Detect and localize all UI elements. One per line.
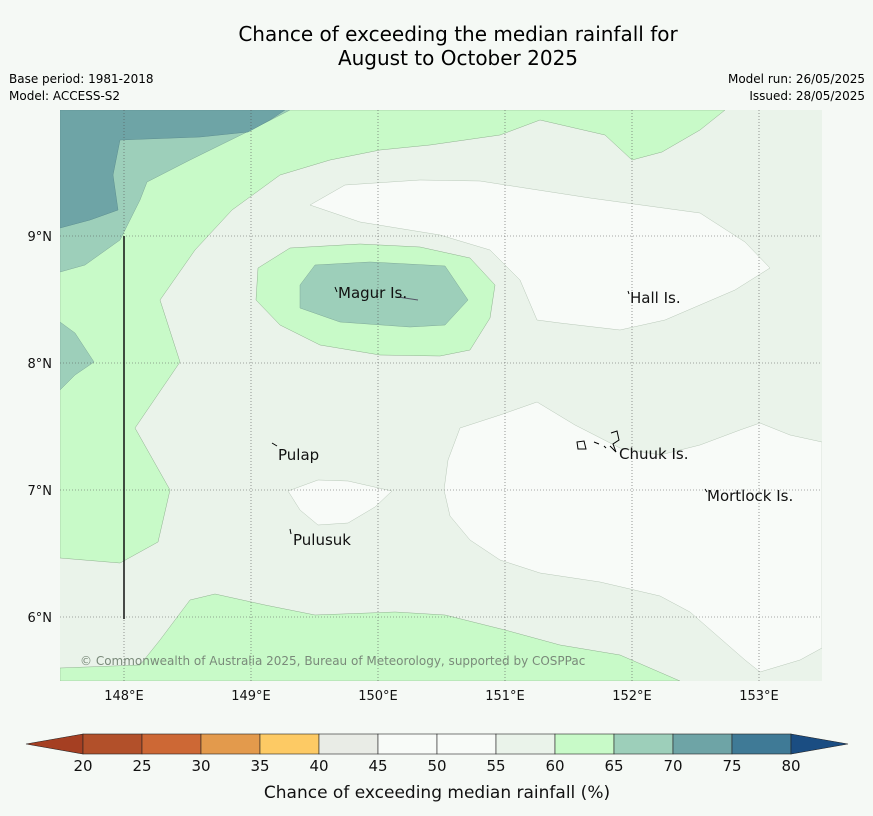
place-pulusuk: Pulusuk bbox=[293, 531, 351, 549]
map-panel bbox=[60, 110, 822, 681]
place-chuuk: Chuuk Is. bbox=[619, 445, 688, 463]
contour-70-75 bbox=[60, 110, 286, 229]
magur-island-icon bbox=[334, 286, 338, 293]
hall-island-icon bbox=[627, 290, 630, 295]
lat-tick-labels: 9°N 8°N 7°N 6°N bbox=[28, 230, 53, 626]
colorbar-tick-label: 20 bbox=[73, 757, 92, 775]
lon-tick-labels: 148°E 149°E 150°E 151°E 152°E 153°E bbox=[104, 689, 779, 704]
colorbar-tick-label: 70 bbox=[663, 757, 682, 775]
place-magur: Magur Is. bbox=[338, 284, 407, 302]
colorbar-tick-label: 65 bbox=[604, 757, 623, 775]
colorbar-tick-label: 55 bbox=[486, 757, 505, 775]
lat-tick: 9°N bbox=[28, 230, 53, 245]
contour-50-55-se bbox=[443, 401, 822, 673]
colorbar-tick-label: 40 bbox=[309, 757, 328, 775]
pulap-island-icon bbox=[271, 442, 278, 447]
colorbar-segment bbox=[731, 733, 792, 755]
colorbar-segment bbox=[259, 733, 320, 755]
lon-tick: 152°E bbox=[612, 689, 652, 704]
colorbar-extend-high bbox=[790, 733, 849, 755]
colorbar-segment bbox=[318, 733, 379, 755]
place-labels: Magur Is. Hall Is. Pulap Chuuk Is. Mortl… bbox=[278, 284, 793, 549]
chuuk-island-icon bbox=[576, 440, 587, 450]
colorbar-segment bbox=[672, 733, 733, 755]
colorbar-segment bbox=[200, 733, 261, 755]
contour-60-65-south bbox=[60, 593, 681, 681]
contour-65-70-west bbox=[60, 321, 95, 391]
model-run: Model run: 26/05/2025 bbox=[727, 72, 865, 86]
colorbar-tick-label: 50 bbox=[427, 757, 446, 775]
colorbar-label: Chance of exceeding median rainfall (%) bbox=[264, 783, 610, 803]
copyright-note: © Commonwealth of Australia 2025, Bureau… bbox=[80, 654, 585, 668]
meta-left: Base period: 1981-2018 Model: ACCESS-S2 bbox=[9, 71, 154, 105]
colorbar-tick-label: 75 bbox=[722, 757, 741, 775]
place-hall: Hall Is. bbox=[630, 289, 681, 307]
base-period: Base period: 1981-2018 bbox=[9, 72, 154, 86]
colorbar-tick-label: 30 bbox=[191, 757, 210, 775]
lon-tick: 153°E bbox=[739, 689, 779, 704]
colorbar-segment bbox=[554, 733, 615, 755]
colorbar-segment bbox=[141, 733, 202, 755]
lat-tick: 7°N bbox=[28, 484, 53, 499]
place-pulap: Pulap bbox=[278, 446, 319, 464]
lon-tick: 150°E bbox=[358, 689, 398, 704]
title-line-2: August to October 2025 bbox=[337, 46, 579, 70]
colorbar-segment bbox=[82, 733, 143, 755]
colorbar-tick-label: 60 bbox=[545, 757, 564, 775]
colorbar-segment bbox=[436, 733, 497, 755]
magur-lagoon-icon bbox=[397, 296, 419, 301]
lon-tick: 149°E bbox=[231, 689, 271, 704]
colorbar-segment bbox=[613, 733, 674, 755]
meta-right: Model run: 26/05/2025 Issued: 28/05/2025 bbox=[728, 71, 865, 105]
colorbar-tick-label: 45 bbox=[368, 757, 387, 775]
colorbar-extend-low bbox=[25, 733, 84, 755]
colorbar-segment bbox=[377, 733, 438, 755]
pulusuk-island-icon bbox=[289, 528, 292, 535]
colorbar-tick-label: 35 bbox=[250, 757, 269, 775]
contour-50-55-west bbox=[287, 479, 393, 526]
issued-date: Issued: 28/05/2025 bbox=[749, 89, 865, 103]
colorbar-segment bbox=[495, 733, 556, 755]
map-title: Chance of exceeding the median rainfall … bbox=[0, 22, 873, 70]
colorbar: 20 25 30 35 40 45 50 55 60 65 70 75 80 bbox=[25, 733, 849, 775]
colorbar-tick-label: 25 bbox=[132, 757, 151, 775]
title-line-1: Chance of exceeding the median rainfall … bbox=[238, 22, 678, 46]
chuuk-reef-icon bbox=[593, 430, 620, 453]
place-mortlock: Mortlock Is. bbox=[707, 487, 793, 505]
lon-tick: 151°E bbox=[485, 689, 525, 704]
lon-tick: 148°E bbox=[104, 689, 144, 704]
lat-tick: 8°N bbox=[28, 357, 53, 372]
contour-magur-core bbox=[299, 261, 469, 328]
contour-50-55-ne bbox=[309, 179, 771, 331]
mortlock-island-icon bbox=[704, 488, 708, 493]
colorbar-tick-label: 80 bbox=[781, 757, 800, 775]
model-name: Model: ACCESS-S2 bbox=[9, 89, 121, 103]
islands bbox=[271, 286, 708, 535]
lat-tick: 6°N bbox=[28, 611, 53, 626]
